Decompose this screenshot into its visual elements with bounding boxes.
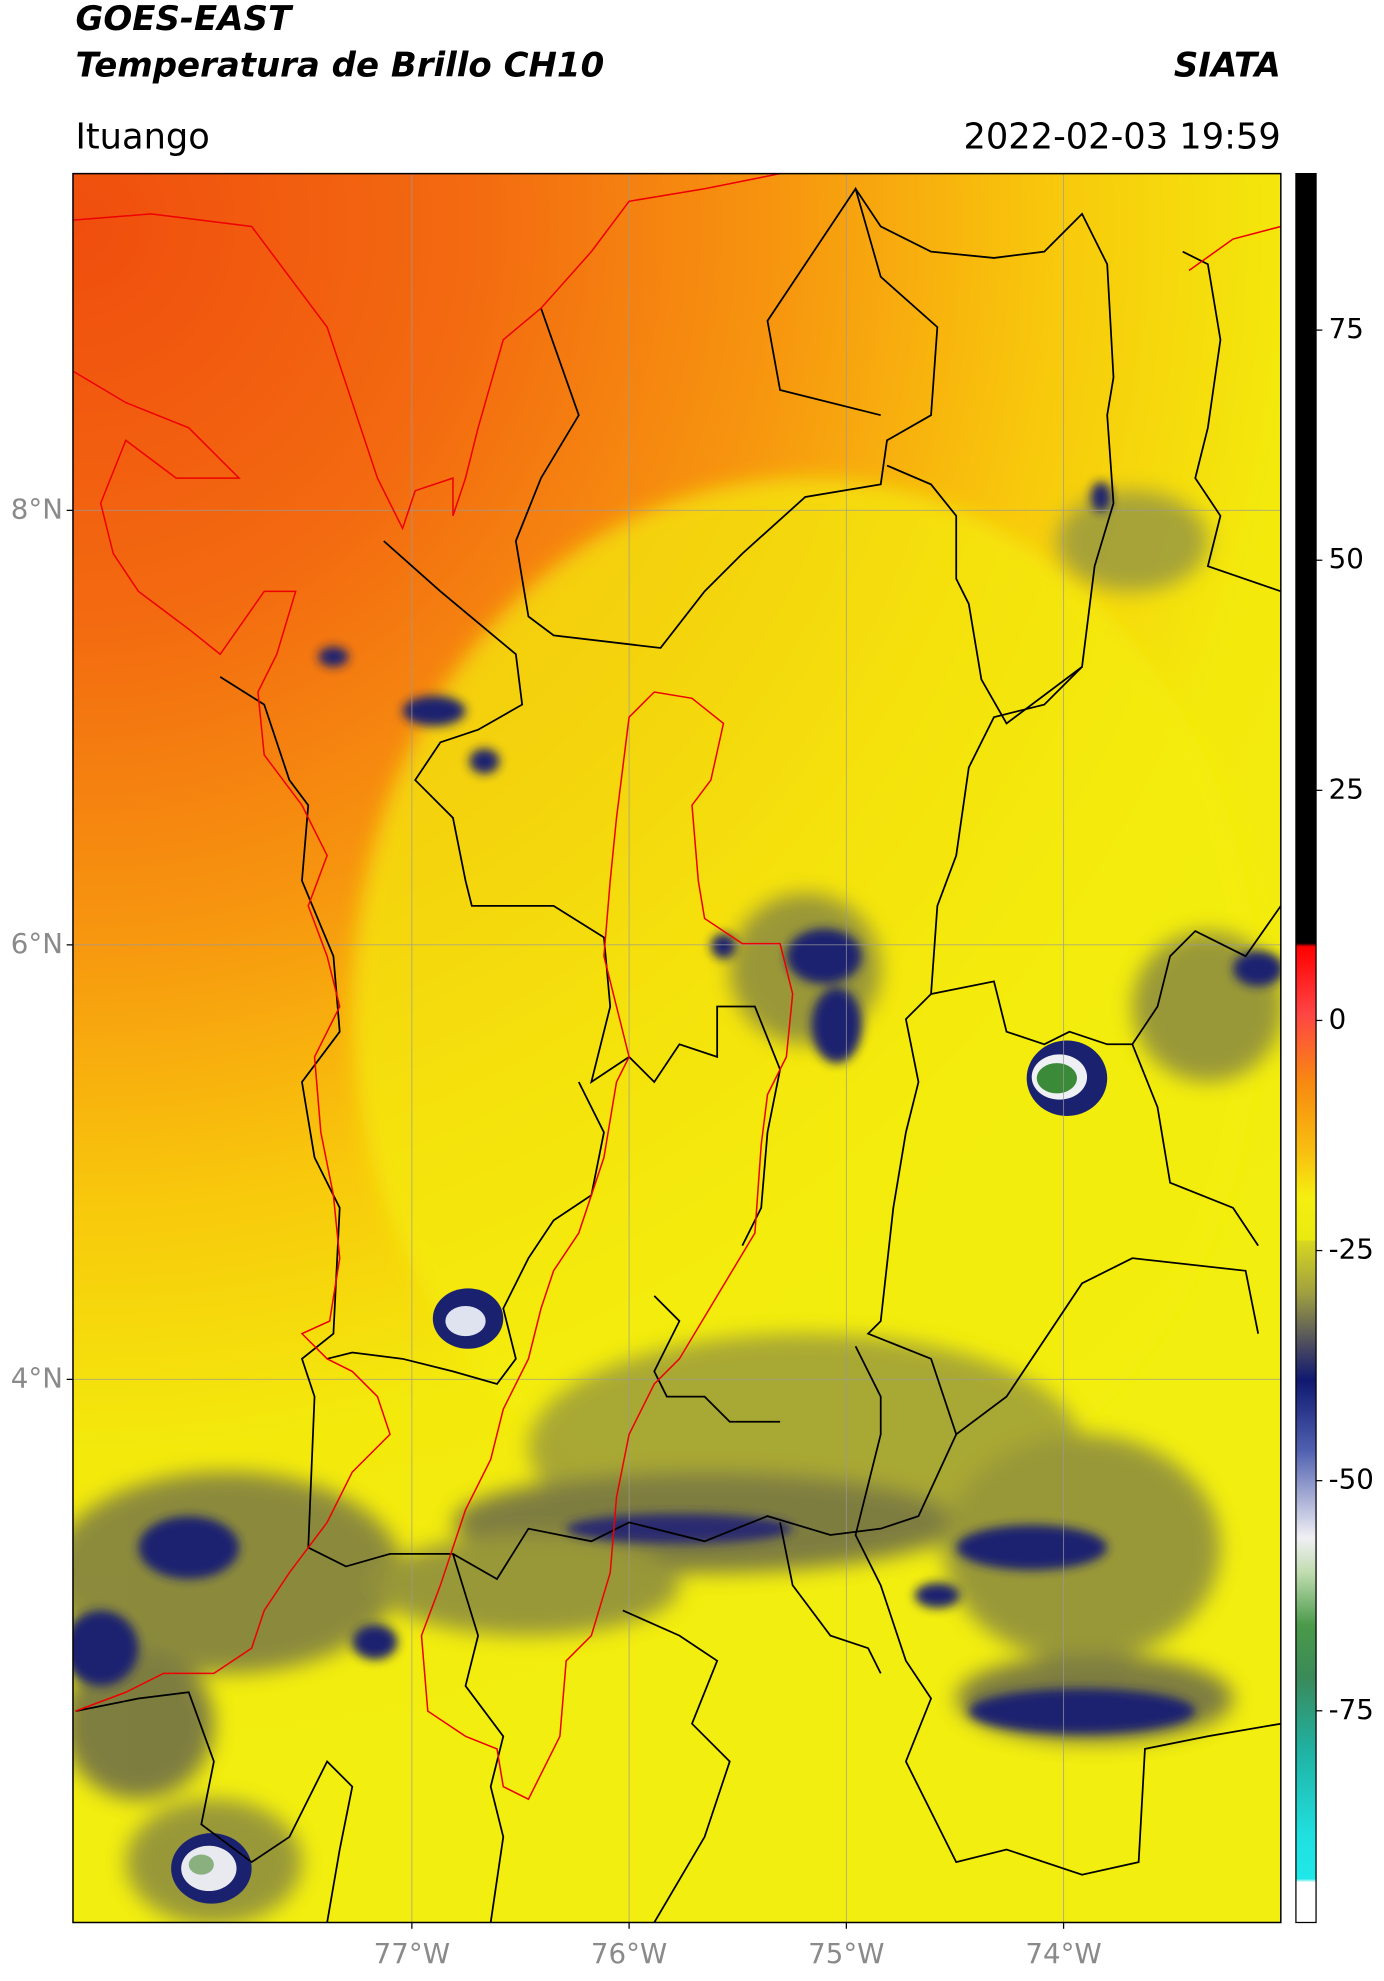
lat-tick-label: 8°N bbox=[11, 492, 63, 525]
colorbar-tick-label: -75 bbox=[1329, 1693, 1374, 1726]
product-title: Temperatura de Brillo CH10 bbox=[75, 46, 604, 86]
location-label: Ituango bbox=[75, 116, 209, 157]
satellite-title: GOES-EAST bbox=[75, 0, 293, 39]
lat-tick-label: 6°N bbox=[11, 927, 63, 960]
colorbar-tick-label: -50 bbox=[1329, 1463, 1374, 1496]
coast-and-basin bbox=[72, 173, 1281, 1801]
timestamp-label: 2022-02-03 19:59 bbox=[963, 116, 1280, 157]
colorbar-tick-label: 75 bbox=[1329, 312, 1364, 345]
colorbar-tick-label: 50 bbox=[1329, 542, 1364, 575]
colorbar bbox=[1295, 172, 1317, 1924]
colorbar-tick-label: 0 bbox=[1329, 1002, 1347, 1035]
source-label: SIATA bbox=[1174, 46, 1281, 86]
colorbar-tick-label: 25 bbox=[1329, 772, 1364, 805]
lon-tick-label: 74°W bbox=[1025, 1937, 1101, 1970]
lat-tick-label: 4°N bbox=[11, 1361, 63, 1394]
lon-tick-label: 77°W bbox=[374, 1937, 450, 1970]
colorbar-tick-label: -25 bbox=[1329, 1233, 1374, 1266]
satellite-imagery bbox=[72, 173, 1281, 1923]
borders bbox=[75, 186, 1281, 1923]
lon-tick-label: 75°W bbox=[808, 1937, 884, 1970]
lon-tick-label: 76°W bbox=[591, 1937, 667, 1970]
plot-frame bbox=[72, 172, 1282, 1924]
